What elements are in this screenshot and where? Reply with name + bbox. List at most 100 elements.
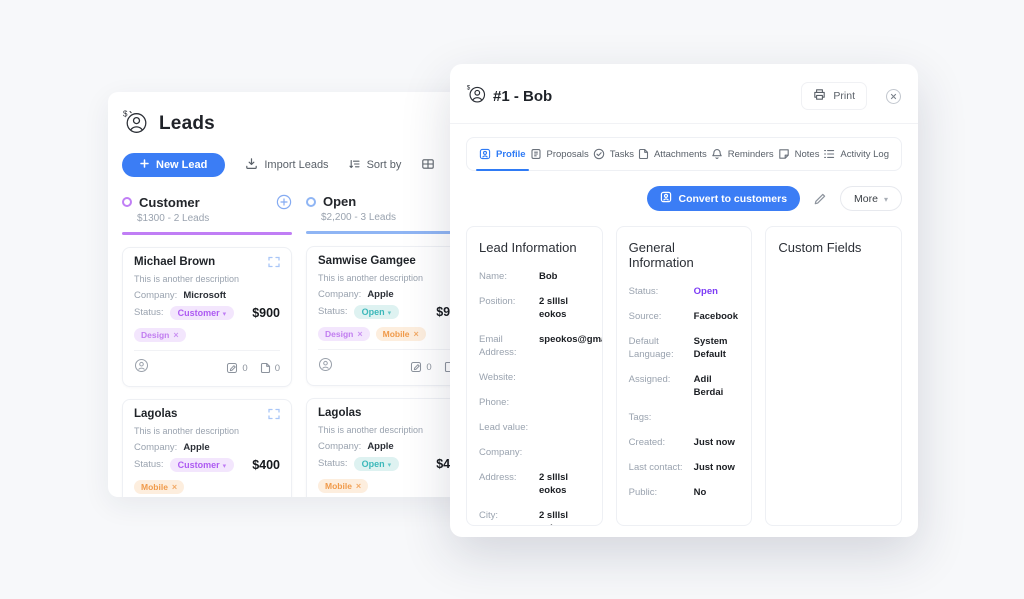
tag-label: Mobile xyxy=(382,329,410,339)
field-row: Company: xyxy=(479,447,523,458)
expand-icon[interactable] xyxy=(268,408,280,420)
chevron-down-icon xyxy=(223,308,227,318)
tag-mobile[interactable]: Mobile xyxy=(375,327,426,341)
tab-attachments[interactable]: Attachments xyxy=(637,138,708,170)
import-leads-button[interactable]: Import Leads xyxy=(245,157,329,173)
lead-name: Lagolas xyxy=(134,408,178,420)
convert-to-customers-button[interactable]: Convert to customers xyxy=(646,186,801,211)
tag-label: Design xyxy=(141,330,170,340)
customer-column-bar xyxy=(122,232,292,235)
status-open-value: Open xyxy=(693,286,718,297)
tab-label: Tasks xyxy=(609,148,635,160)
remove-tag-icon[interactable] xyxy=(410,329,419,339)
more-button[interactable]: More xyxy=(840,186,902,211)
status-label: Status: xyxy=(318,458,348,469)
board-view-button[interactable] xyxy=(421,157,435,174)
files-count[interactable]: 0 xyxy=(260,362,280,374)
grid-icon xyxy=(421,157,435,174)
tag-mobile[interactable]: Mobile xyxy=(134,480,185,494)
svg-text:$: $ xyxy=(123,110,128,119)
close-icon[interactable] xyxy=(885,88,902,105)
lead-information-section: Lead Information Name: Bob Position: 2 sll… xyxy=(466,226,603,526)
notes-count-value: 0 xyxy=(242,362,248,374)
tag-mobile[interactable]: Mobile xyxy=(318,479,369,493)
company-label: Company: xyxy=(318,289,362,300)
tab-tasks[interactable]: Tasks xyxy=(592,138,635,170)
modal-header: $ #1 - Bob Print xyxy=(450,64,918,124)
lead-description: This is another description xyxy=(134,426,240,436)
tag-design[interactable]: Design xyxy=(134,328,186,342)
notes-count[interactable]: 0 xyxy=(410,361,432,373)
lead-name: Michael Brown xyxy=(134,256,216,268)
lead-card[interactable]: Lagolas This is another description Comp… xyxy=(122,399,292,497)
field-row: Lead value: xyxy=(479,422,529,433)
lead-name: Samwise Gamgee xyxy=(318,255,416,267)
lead-description: This is another description xyxy=(318,273,424,283)
field-row: Default Language: System Default xyxy=(628,336,728,360)
remove-tag-icon[interactable] xyxy=(352,481,361,491)
printer-icon xyxy=(813,88,826,104)
general-information-title: General Information xyxy=(628,240,694,270)
tab-reminders[interactable]: Reminders xyxy=(710,138,775,170)
chevron-down-icon xyxy=(223,460,227,470)
tab-label: Reminders xyxy=(727,148,774,160)
status-label: Status: xyxy=(134,459,164,470)
lead-card[interactable]: Samwise Gamgee This is another descripti… xyxy=(306,246,476,386)
chevron-down-icon xyxy=(388,459,392,469)
field-row: Tags: xyxy=(628,412,652,423)
field-row: City:2 slllsl eokos xyxy=(479,510,569,525)
tag-label: Design xyxy=(325,329,354,339)
tab-activity-log[interactable]: Activity Log xyxy=(822,138,890,170)
status-pill[interactable]: Open xyxy=(353,457,400,471)
assignee-avatar-icon[interactable] xyxy=(318,357,333,377)
edit-pencil-icon[interactable] xyxy=(813,192,827,206)
assignee-avatar-icon[interactable] xyxy=(134,358,149,378)
notes-count[interactable]: 0 xyxy=(226,362,248,374)
general-information-section: General Information Status: Open Source: F… xyxy=(615,226,753,526)
leads-icon: $ xyxy=(122,108,149,140)
remove-tag-icon[interactable] xyxy=(353,329,362,339)
field-row: Position: 2 slllsl eokos xyxy=(479,296,569,320)
lead-value: $900 xyxy=(252,306,280,320)
field-row: Created: Just now xyxy=(628,437,735,448)
lead-description: This is another description xyxy=(134,274,240,284)
field-row: Status: Open xyxy=(629,285,740,298)
field-row: Assigned: Adil Berdai xyxy=(628,374,724,398)
remove-tag-icon[interactable] xyxy=(168,482,177,492)
print-button[interactable]: Print xyxy=(801,82,867,110)
convert-label: Convert to customers xyxy=(678,192,788,205)
status-pill[interactable]: Open xyxy=(353,305,400,319)
sort-icon xyxy=(349,158,361,173)
sort-by-button[interactable]: Sort by xyxy=(349,158,402,173)
leads-header: $ Leads xyxy=(122,108,674,140)
sort-by-label: Sort by xyxy=(366,159,402,171)
tag-design[interactable]: Design xyxy=(318,327,370,341)
modal-title: #1 - Bob xyxy=(493,87,553,105)
company-label: Company: xyxy=(134,442,178,453)
lead-card[interactable]: Lagolas This is another description Comp… xyxy=(306,398,476,497)
tab-notes[interactable]: Notes xyxy=(777,138,821,170)
tab-label: Profile xyxy=(496,148,526,160)
company-value: Microsoft xyxy=(183,290,227,301)
tab-profile[interactable]: Profile xyxy=(476,138,529,171)
column-open: Open $2,200 - 3 Leads Samwise Gamgee Thi… xyxy=(306,194,476,497)
status-pill[interactable]: Customer xyxy=(169,458,235,472)
tab-label: Proposals xyxy=(546,148,589,160)
open-column-title: Open xyxy=(323,194,357,209)
expand-icon[interactable] xyxy=(268,256,280,268)
open-column-subtitle: $2,200 - 3 Leads xyxy=(321,212,397,223)
tab-proposals[interactable]: Proposals xyxy=(529,138,590,170)
company-label: Company: xyxy=(318,441,362,452)
open-column-dot xyxy=(306,196,316,207)
company-value: Apple xyxy=(183,442,210,453)
company-value: Apple xyxy=(367,289,394,300)
custom-fields-section: Custom Fields xyxy=(765,226,903,526)
more-label: More xyxy=(854,192,878,205)
lead-detail-modal: $ #1 - Bob Print Profile xyxy=(450,64,918,537)
lead-card[interactable]: Michael Brown This is another descriptio… xyxy=(122,247,292,387)
field-row: Website: xyxy=(479,372,516,383)
add-lead-to-customer-button[interactable] xyxy=(276,194,292,210)
new-lead-button[interactable]: New Lead xyxy=(122,153,226,177)
status-pill[interactable]: Customer xyxy=(169,306,235,320)
remove-tag-icon[interactable] xyxy=(169,330,178,340)
